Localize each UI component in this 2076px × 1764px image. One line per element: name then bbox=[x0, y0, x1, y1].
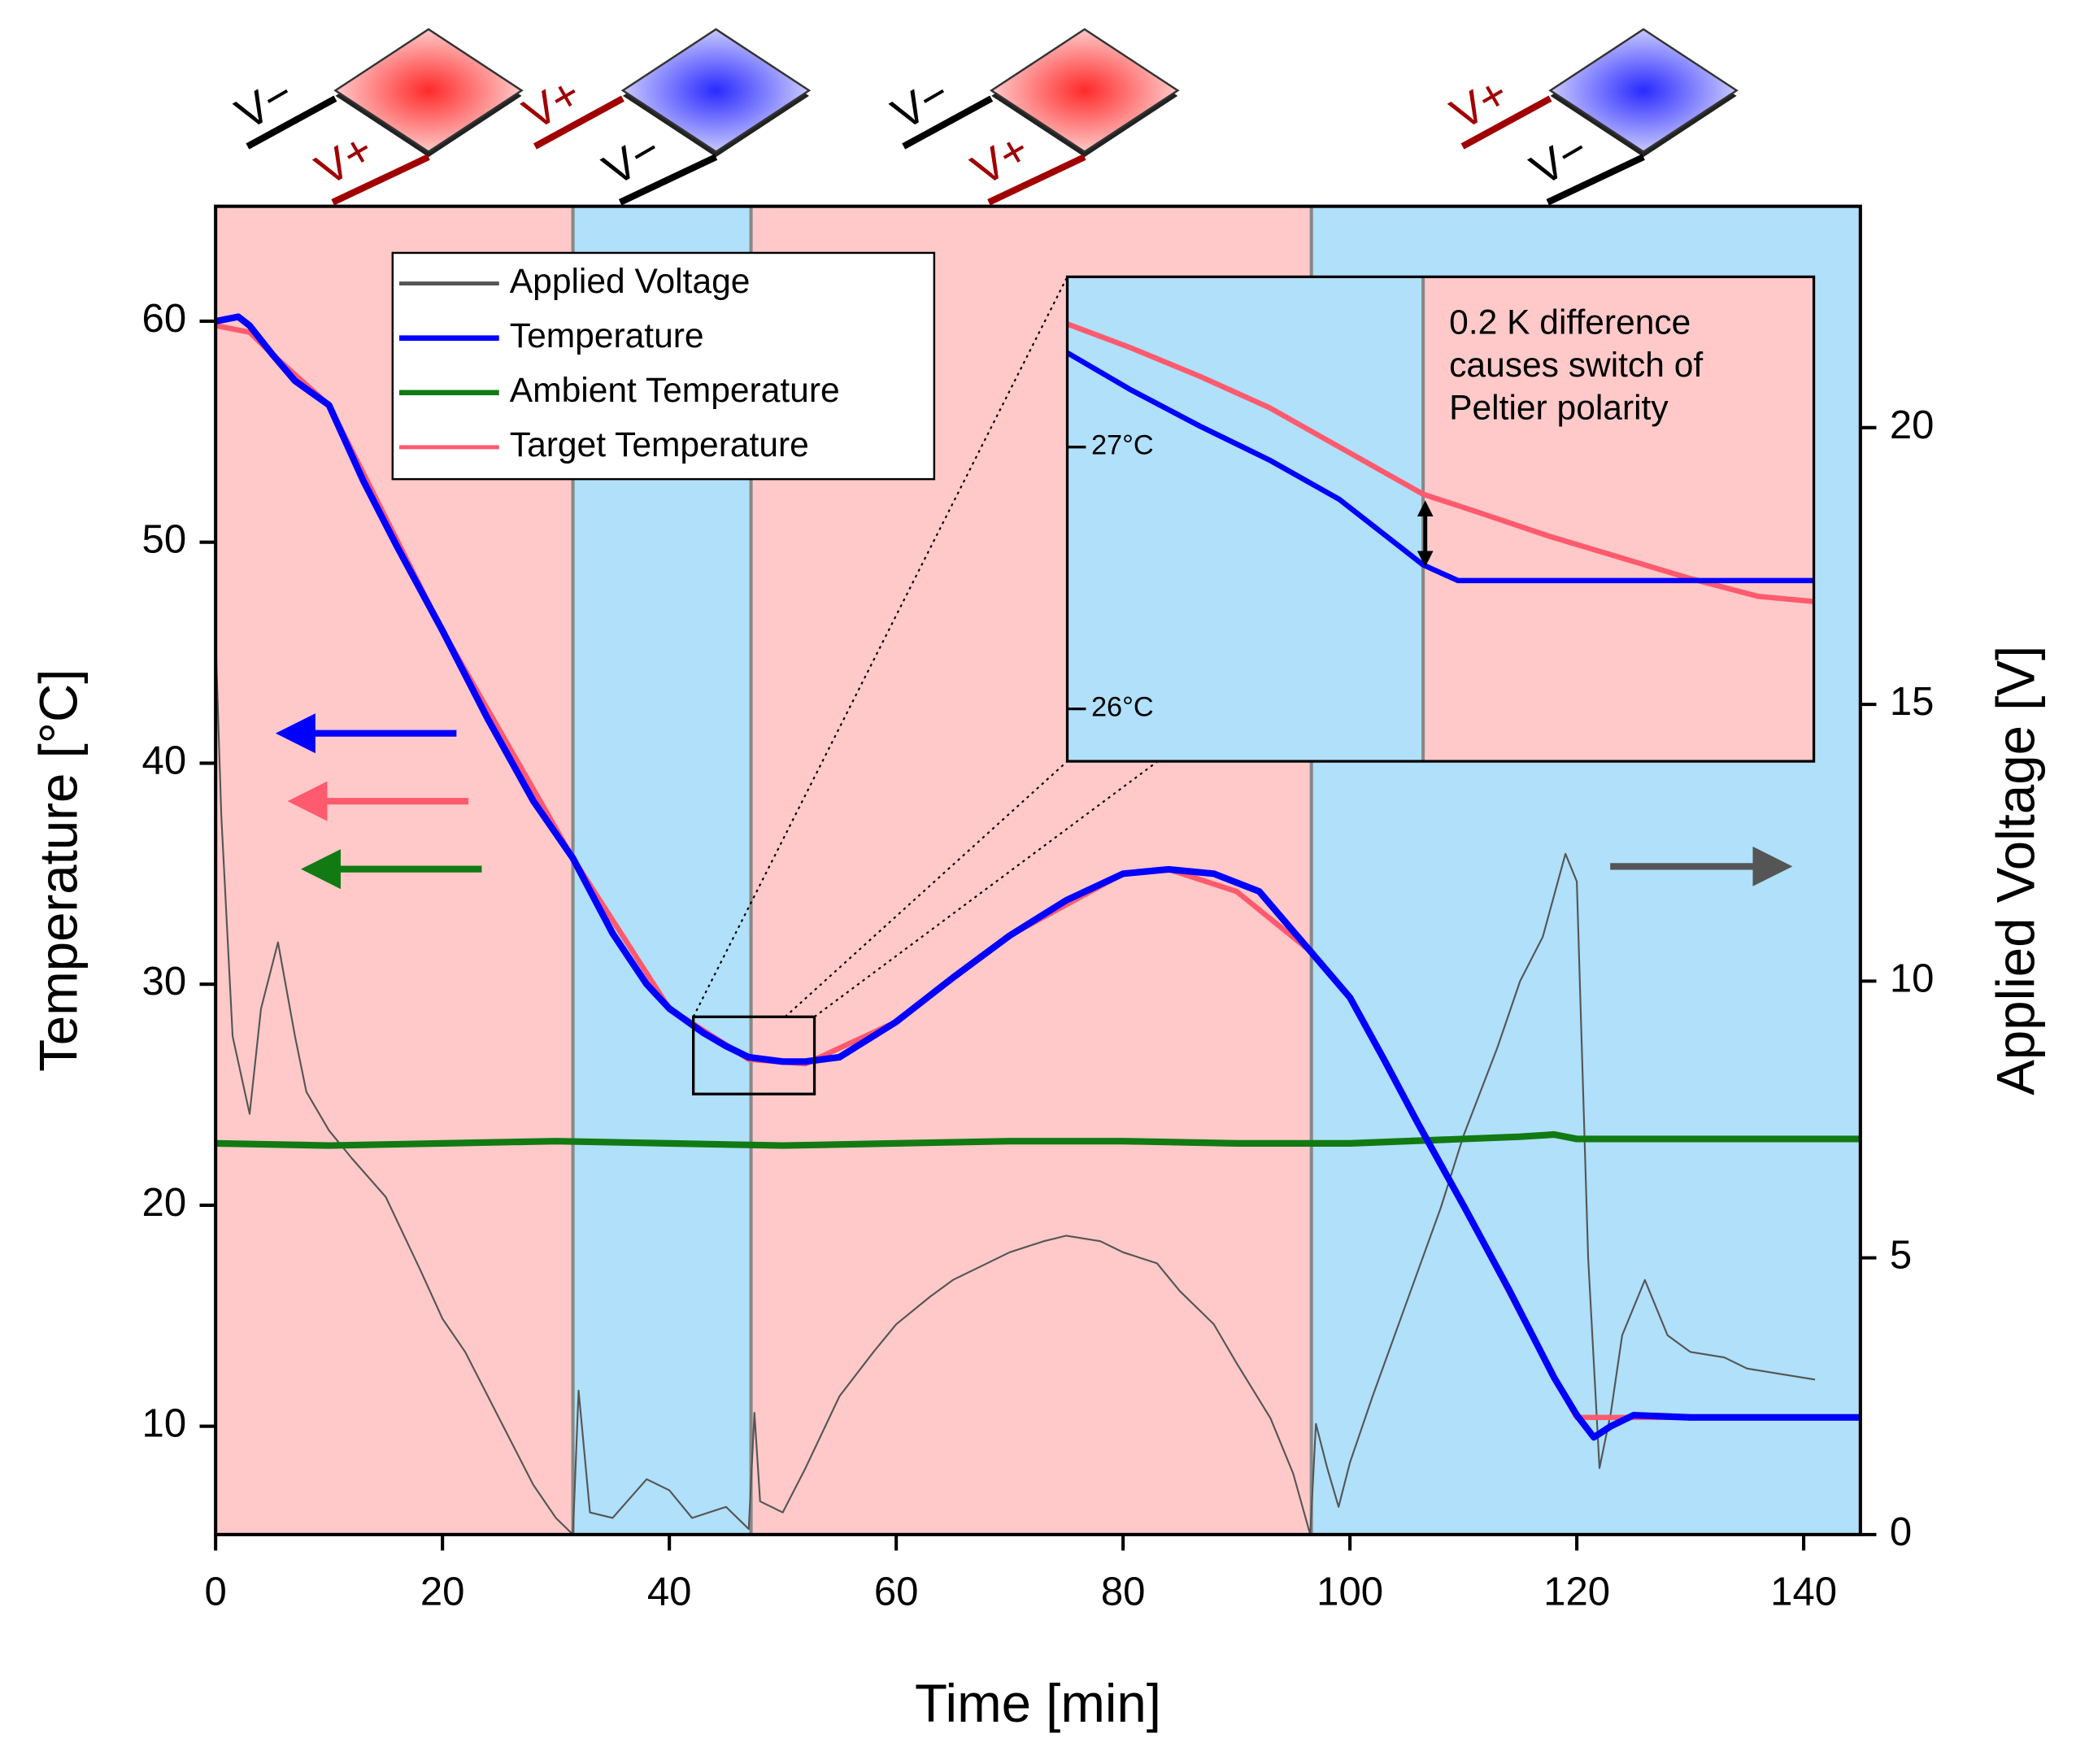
wire-label: V− bbox=[228, 68, 302, 139]
y-tick-label: 26°C bbox=[1091, 692, 1154, 723]
legend-label: Temperature bbox=[510, 316, 704, 355]
wire bbox=[533, 95, 625, 150]
legend-label: Applied Voltage bbox=[510, 262, 751, 301]
y-tick-label: 40 bbox=[142, 738, 187, 782]
y2-tick-label: 10 bbox=[1890, 956, 1935, 1000]
y-tick-label: 50 bbox=[142, 518, 187, 562]
series-line bbox=[215, 1130, 1861, 1149]
x-tick-label: 60 bbox=[874, 1570, 919, 1614]
zoom-line bbox=[813, 760, 1159, 1018]
wire bbox=[902, 95, 994, 150]
inset-plot: 26°C 27°C 0.2 K difference causes switch of… bbox=[1065, 275, 1816, 763]
y-axis-label: Temperature [°C] bbox=[28, 669, 88, 1072]
side-arrows bbox=[275, 713, 1793, 890]
region bbox=[1067, 277, 1424, 762]
legend: Applied Voltage Temperature Ambient Temper… bbox=[391, 251, 936, 481]
peltier-icon: V−V+ bbox=[883, 28, 1180, 206]
y-tick-label: 20 bbox=[142, 1181, 187, 1225]
annotation: 0.2 K difference bbox=[1449, 303, 1691, 342]
zoom-indicator bbox=[692, 276, 1159, 1095]
zoom-line bbox=[692, 276, 1068, 1017]
peltier-icon: V−V+ bbox=[228, 28, 524, 206]
y2-tick-label: 0 bbox=[1890, 1510, 1912, 1554]
wire-label: V+ bbox=[1443, 68, 1517, 139]
legend-box bbox=[391, 251, 936, 481]
wire bbox=[987, 154, 1086, 206]
x-tick-label: 100 bbox=[1317, 1570, 1383, 1614]
peltier-plate bbox=[333, 28, 524, 154]
y2-tick-label: 5 bbox=[1890, 1234, 1912, 1278]
wire-label: V+ bbox=[515, 68, 589, 139]
peltier-icon: V+V− bbox=[1443, 28, 1739, 206]
y-tick-label: 10 bbox=[142, 1402, 187, 1446]
peltier-plate bbox=[620, 28, 812, 154]
y2-tick-label: 20 bbox=[1890, 403, 1935, 447]
wire bbox=[331, 154, 430, 206]
wire-label: V− bbox=[883, 68, 957, 139]
wire bbox=[618, 154, 718, 206]
y-tick-label: 60 bbox=[142, 297, 187, 341]
y-tick-label: 27°C bbox=[1091, 430, 1154, 461]
peltier-plate bbox=[1548, 28, 1739, 154]
wire bbox=[1460, 95, 1552, 150]
annotation: causes switch of bbox=[1449, 346, 1703, 385]
wire bbox=[1546, 154, 1645, 206]
legend-label: Ambient Temperature bbox=[510, 371, 840, 410]
x-tick-label: 40 bbox=[647, 1570, 692, 1614]
region bbox=[1423, 277, 1814, 762]
plot-lines bbox=[215, 313, 1861, 1535]
peltier-icon: V+V− bbox=[515, 28, 812, 206]
y-tick-label: 30 bbox=[142, 960, 187, 1004]
x-tick-label: 140 bbox=[1770, 1570, 1837, 1614]
x-tick-label: 0 bbox=[205, 1570, 227, 1614]
zoom-box bbox=[692, 1015, 816, 1095]
y2-tick-label: 15 bbox=[1890, 680, 1935, 724]
plot-frame bbox=[214, 204, 1862, 1536]
peltier-icons: V−V+V+V−V−V+V+V− bbox=[228, 28, 1739, 206]
series-line bbox=[215, 313, 1861, 1441]
annotation: Peltier polarity bbox=[1449, 388, 1669, 427]
y2-axis-label: Applied Voltage [V] bbox=[1987, 646, 2046, 1095]
wire bbox=[246, 95, 337, 150]
peltier-plate bbox=[989, 28, 1180, 154]
plot-frame bbox=[1065, 275, 1816, 763]
x-axis-label: Time [min] bbox=[915, 1674, 1161, 1733]
x-tick-label: 20 bbox=[420, 1570, 465, 1614]
x-tick-label: 80 bbox=[1101, 1570, 1146, 1614]
series-line bbox=[215, 638, 1816, 1535]
x-tick-label: 120 bbox=[1543, 1570, 1610, 1614]
legend-label: Target Temperature bbox=[510, 425, 809, 464]
